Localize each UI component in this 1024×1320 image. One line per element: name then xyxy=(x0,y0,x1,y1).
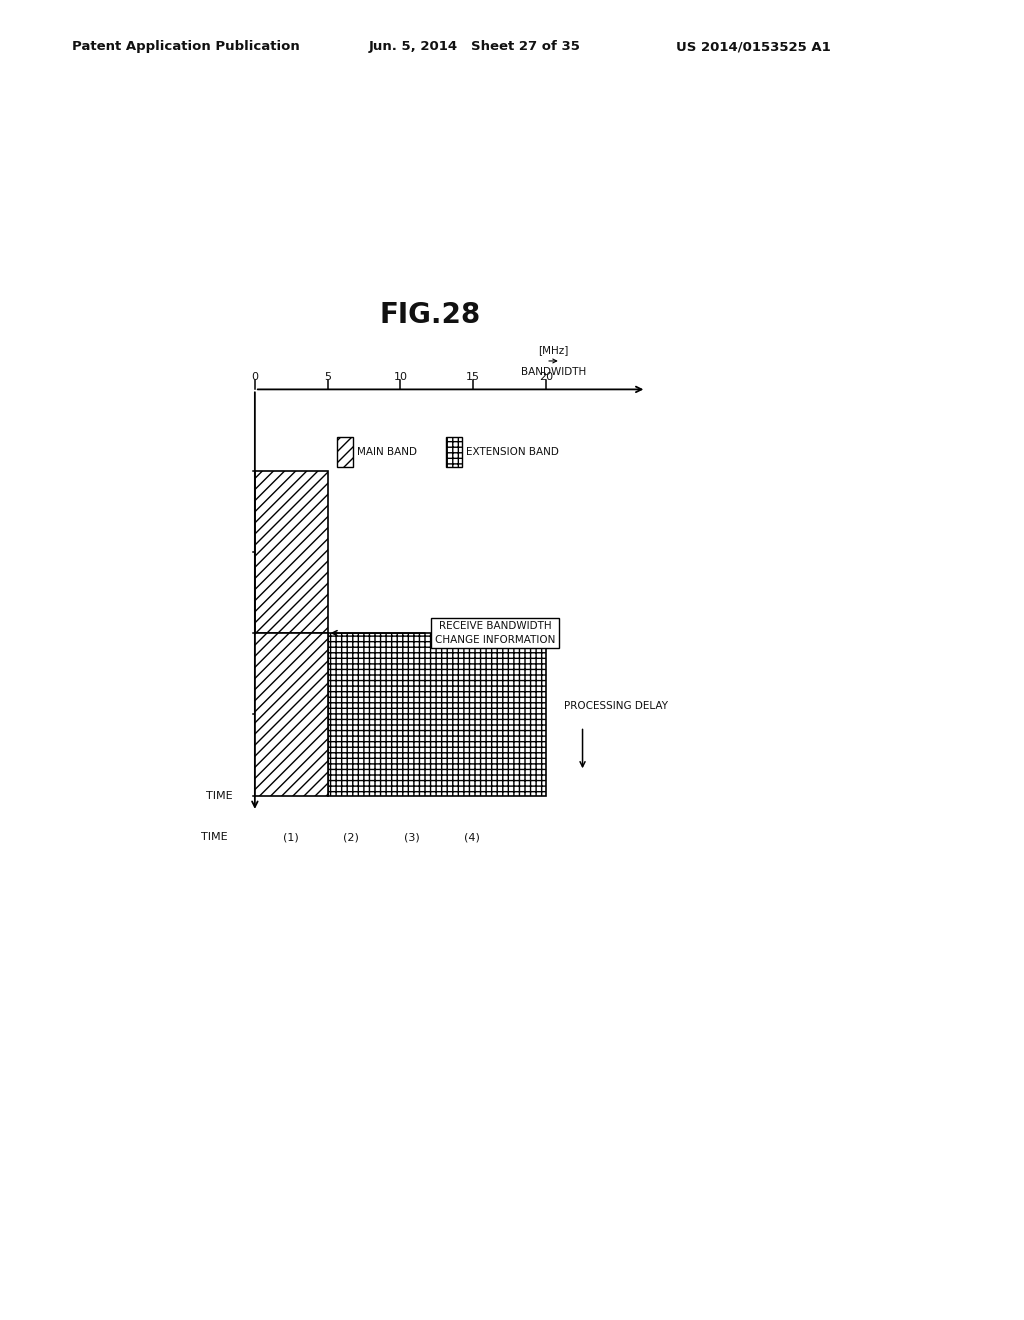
Text: MAIN BAND: MAIN BAND xyxy=(356,447,417,457)
Text: (4): (4) xyxy=(464,832,479,842)
Text: TIME: TIME xyxy=(207,791,233,800)
Text: (1): (1) xyxy=(284,832,299,842)
Text: FIG.28: FIG.28 xyxy=(380,301,480,330)
Bar xyxy=(337,437,353,467)
Text: 0: 0 xyxy=(251,371,258,381)
Text: US 2014/0153525 A1: US 2014/0153525 A1 xyxy=(676,40,830,53)
Text: TIME: TIME xyxy=(201,832,227,842)
Text: 10: 10 xyxy=(393,371,408,381)
Text: 20: 20 xyxy=(539,371,553,381)
Text: [MHz]: [MHz] xyxy=(539,345,568,355)
Text: RECEIVE BANDWIDTH
CHANGE INFORMATION: RECEIVE BANDWIDTH CHANGE INFORMATION xyxy=(435,622,555,644)
Bar xyxy=(328,634,546,796)
Text: PROCESSING DELAY: PROCESSING DELAY xyxy=(564,701,669,711)
Text: 5: 5 xyxy=(325,371,331,381)
Text: (3): (3) xyxy=(403,832,419,842)
Text: 15: 15 xyxy=(466,371,480,381)
Text: (2): (2) xyxy=(343,832,359,842)
Bar xyxy=(255,634,328,796)
Bar xyxy=(446,437,463,467)
Text: EXTENSION BAND: EXTENSION BAND xyxy=(466,447,559,457)
Bar xyxy=(255,471,328,634)
Text: Patent Application Publication: Patent Application Publication xyxy=(72,40,299,53)
Text: BANDWIDTH: BANDWIDTH xyxy=(521,367,586,378)
Text: Jun. 5, 2014   Sheet 27 of 35: Jun. 5, 2014 Sheet 27 of 35 xyxy=(369,40,581,53)
